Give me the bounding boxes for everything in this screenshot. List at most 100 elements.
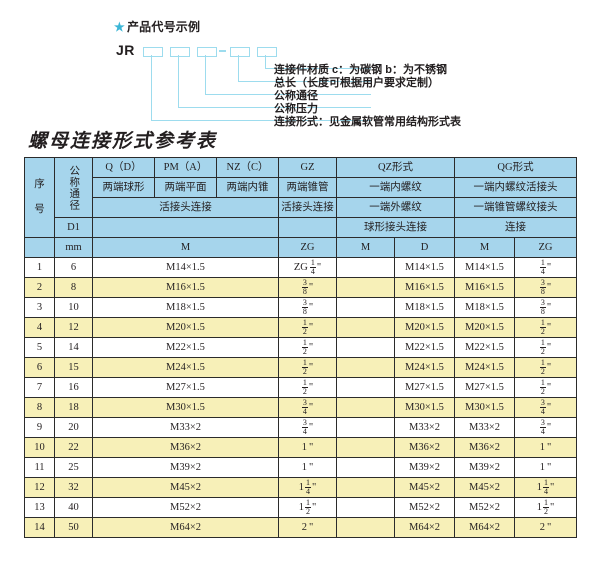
- cell-qg-m: M30×1.5: [454, 397, 515, 418]
- header-unit-qg-m: M: [454, 237, 515, 258]
- cell-qz-m: [336, 357, 395, 378]
- cell-qg-zg: 3 4 ": [513, 397, 578, 418]
- leader-line-4-horizontal: [178, 107, 371, 109]
- cell-qg-m: M27×1.5: [454, 377, 515, 398]
- cell-nominal-diameter: 50: [54, 517, 93, 538]
- header-end-pma: 两端平面: [154, 177, 217, 198]
- table-row: 5 14 M22×1.5 1 2 " M22×1.5 M22×1.5 1 2 ": [24, 337, 578, 358]
- table-row: 2 8 M16×1.5 3 8 " M16×1.5 M16×1.5 3 8 ": [24, 277, 578, 298]
- cell-qz-m: [336, 457, 395, 478]
- cell-qg-m: M45×2: [454, 477, 515, 498]
- header-serial-char-1: 序: [34, 179, 45, 191]
- leader-label-2: 总长（长度可根据用户要求定制）: [274, 77, 439, 89]
- cell-qz-m: [336, 417, 395, 438]
- cell-thread-m: M36×2: [92, 437, 279, 458]
- cell-gz-zg: ZG 1 4 ": [278, 257, 337, 278]
- cell-qg-zg: 1 ": [513, 457, 578, 478]
- cell-nominal-diameter: 8: [54, 277, 93, 298]
- cell-qg-m: M16×1.5: [454, 277, 515, 298]
- cell-thread-m: M30×1.5: [92, 397, 279, 418]
- header-blank-union: [92, 217, 279, 238]
- cell-thread-m: M27×1.5: [92, 377, 279, 398]
- cell-gz-zg: 1 1 4 ": [278, 477, 337, 498]
- cell-gz-zg: 1 2 ": [278, 317, 337, 338]
- cell-thread-m: M39×2: [92, 457, 279, 478]
- cell-qz-m: [336, 317, 395, 338]
- cell-gz-zg: 3 8 ": [278, 297, 337, 318]
- header-serial: 序 号: [24, 157, 55, 238]
- cell-nominal-diameter: 12: [54, 317, 93, 338]
- header-end-qd: 两端球形: [92, 177, 155, 198]
- table-row: 9 20 M33×2 3 4 " M33×2 M33×2 3 4 ": [24, 417, 578, 438]
- leader-line-2-horizontal: [238, 81, 371, 83]
- cell-qg-m: M20×1.5: [454, 317, 515, 338]
- cell-nominal-diameter: 10: [54, 297, 93, 318]
- header-code-qd: Q（D）: [92, 157, 155, 178]
- cell-qz-d: M30×1.5: [394, 397, 455, 418]
- cell-qz-d: M24×1.5: [394, 357, 455, 378]
- table-row: 3 10 M18×1.5 3 8 " M18×1.5 M18×1.5 3 8 ": [24, 297, 578, 318]
- header-code-qg: QG形式: [453, 157, 578, 178]
- cell-qz-d: M45×2: [394, 477, 455, 498]
- header-unit-zg: ZG: [278, 237, 337, 258]
- cell-qg-zg: 1 2 ": [513, 337, 578, 358]
- cell-qg-zg: 1 4 ": [513, 257, 578, 278]
- table-row: 14 50 M64×2 2 " M64×2 M64×2 2 ": [24, 517, 578, 538]
- header-unit-mm: mm: [54, 237, 93, 258]
- cell-nominal-diameter: 22: [54, 437, 93, 458]
- cell-gz-zg: 1 2 ": [278, 337, 337, 358]
- cell-qg-m: M14×1.5: [454, 257, 515, 278]
- header-code-pma: PM（A）: [154, 157, 217, 178]
- header-unit-blank-serial: [24, 237, 55, 258]
- cell-qg-zg: 1 2 ": [513, 377, 578, 398]
- table-row: 6 15 M24×1.5 1 2 " M24×1.5 M24×1.5 1 2 ": [24, 357, 578, 378]
- cell-nominal-diameter: 15: [54, 357, 93, 378]
- cell-qg-m: M64×2: [454, 517, 515, 538]
- cell-qz-d: M16×1.5: [394, 277, 455, 298]
- cell-gz-zg: 3 4 ": [278, 417, 337, 438]
- cell-qg-m: M52×2: [454, 497, 515, 518]
- cell-serial-number: 2: [24, 277, 55, 298]
- cell-serial-number: 5: [24, 337, 55, 358]
- cell-qg-zg: 3 8 ": [513, 277, 578, 298]
- cell-nominal-diameter: 40: [54, 497, 93, 518]
- cell-qg-m: M24×1.5: [454, 357, 515, 378]
- code-box-2: [170, 47, 190, 57]
- header-row-d1: D1 球形接头连接 连接: [25, 217, 578, 238]
- cell-thread-m: M20×1.5: [92, 317, 279, 338]
- cell-thread-m: M22×1.5: [92, 337, 279, 358]
- cell-qz-d: M22×1.5: [394, 337, 455, 358]
- cell-qz-m: [336, 277, 395, 298]
- cell-qg-m: M18×1.5: [454, 297, 515, 318]
- header-unit-qz-d: D: [394, 237, 455, 258]
- cell-nominal-diameter: 14: [54, 337, 93, 358]
- cell-qz-m: [336, 517, 395, 538]
- cell-qz-m: [336, 377, 395, 398]
- header-conn-union: 活接头连接: [92, 197, 279, 218]
- header-blank-gz: [278, 217, 337, 238]
- cell-qz-m: [336, 337, 395, 358]
- cell-qg-m: M39×2: [454, 457, 515, 478]
- cell-nominal-diameter: 25: [54, 457, 93, 478]
- leader-label-5: 连接形式：见金属软管常用结构形式表: [274, 116, 461, 128]
- cell-gz-zg: 2 ": [278, 517, 337, 538]
- cell-serial-number: 3: [24, 297, 55, 318]
- cell-qz-m: [336, 257, 395, 278]
- header-d1: D1: [54, 217, 93, 238]
- cell-qg-zg: 3 4 ": [513, 417, 578, 438]
- cell-serial-number: 7: [24, 377, 55, 398]
- star-icon: ★: [114, 20, 125, 34]
- cell-serial-number: 6: [24, 357, 55, 378]
- nut-connection-spec-table: 序 号 公称通径 Q（D） PM（A） NZ（C） GZ QZ形式 QG形式 两…: [24, 157, 578, 538]
- cell-qz-d: M33×2: [394, 417, 455, 438]
- header-nominal-diameter: 公称通径: [54, 157, 93, 218]
- cell-qg-zg: 1 ": [513, 437, 578, 458]
- header-code-nzc: NZ（C）: [216, 157, 279, 178]
- cell-gz-zg: 3 8 ": [278, 277, 337, 298]
- code-box-5: [257, 47, 277, 57]
- header-row-codes: 序 号 公称通径 Q（D） PM（A） NZ（C） GZ QZ形式 QG形式: [24, 157, 578, 238]
- cell-thread-m: M64×2: [92, 517, 279, 538]
- header-end-gz: 两端锥管: [278, 177, 337, 198]
- header-serial-char-2: 号: [34, 203, 45, 215]
- code-box-3: [197, 47, 217, 57]
